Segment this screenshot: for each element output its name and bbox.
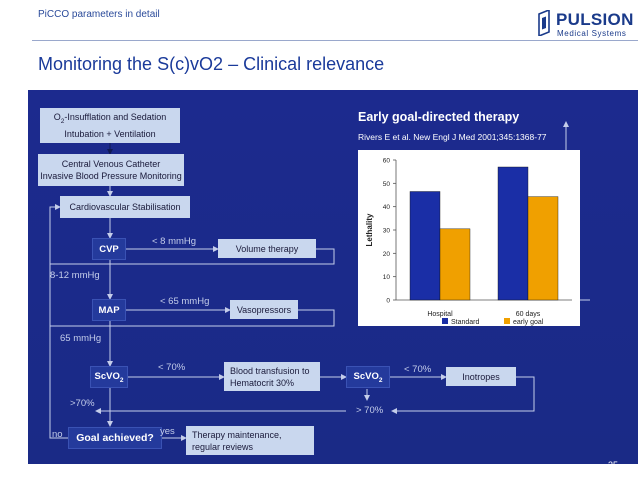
map-condition-label: < 65 mmHg	[160, 296, 210, 307]
legend-swatch	[504, 318, 510, 324]
goal-achieved-decision: Goal achieved?	[68, 427, 162, 449]
legend-swatch	[442, 318, 448, 324]
vasopressors-box: Vasopressors	[230, 300, 298, 319]
step-cardiovascular-stabilisation: Cardiovascular Stabilisation	[60, 196, 190, 218]
step-central-venous-catheter: Central Venous Catheter Invasive Blood P…	[38, 154, 184, 186]
x-tick-label: Hospital	[427, 311, 453, 318]
header-divider	[32, 40, 638, 41]
yes-label: yes	[160, 426, 175, 437]
scvo2-recheck: ScVO2	[346, 366, 390, 388]
y-tick-label: 60	[383, 158, 391, 165]
legend-entry: early goal	[513, 319, 544, 326]
logo-subtitle: Medical Systems	[557, 29, 627, 38]
bar-standard-0	[409, 191, 441, 301]
blood-transfusion-box: Blood transfusion to Hematocrit 30%	[224, 362, 320, 391]
x-tick-label: 60 days	[516, 311, 541, 318]
chart-title: Early goal-directed therapy	[358, 110, 520, 124]
section-label: PiCCO parameters in detail	[38, 9, 160, 20]
scvo2-recheck-condition-label: < 70%	[404, 364, 432, 375]
scvo2-condition-label: < 70%	[158, 362, 186, 373]
inotropes-box: Inotropes	[446, 367, 516, 386]
bar-standard-1	[497, 166, 529, 301]
pulsion-logo-mark-icon	[538, 10, 550, 36]
page-number: 35	[608, 460, 619, 470]
volume-therapy-box: Volume therapy	[218, 239, 316, 258]
y-tick-label: 20	[383, 251, 391, 258]
chart-reference: Rivers E et al. New Engl J Med 2001;345:…	[358, 132, 547, 142]
step-insufflation-sedation: O2-Insufflation and Sedation Intubation …	[40, 108, 180, 143]
y-tick-label: 40	[383, 204, 391, 211]
y-tick-label: 50	[383, 181, 391, 188]
scvo2-target-label: >70%	[70, 398, 95, 409]
map-check: MAP	[92, 299, 126, 321]
y-tick-label: 30	[383, 228, 391, 235]
legend-entry: Standard	[451, 319, 480, 326]
bar-early-goal-1	[527, 196, 559, 301]
cvp-target-label: 8-12 mmHg	[50, 270, 100, 281]
bar-early-goal-0	[439, 228, 471, 301]
scvo2-recheck-target-label: > 70%	[356, 405, 384, 416]
y-axis-label: Lethality	[365, 213, 374, 246]
map-target-label: 65 mmHg	[60, 333, 102, 344]
y-tick-label: 0	[386, 298, 390, 305]
cvp-check: CVP	[92, 238, 126, 260]
scvo2-check: ScVO2	[90, 366, 128, 388]
cvp-condition-label: < 8 mmHg	[152, 236, 197, 247]
logo-name: PULSION	[556, 10, 634, 29]
therapy-maintenance-box: Therapy maintenance, regular reviews	[186, 426, 314, 455]
y-tick-label: 10	[383, 274, 391, 281]
no-label: no	[52, 429, 63, 440]
page-title: Monitoring the S(c)vO2 – Clinical releva…	[38, 54, 385, 74]
pulsion-logo: PULSION Medical Systems	[536, 10, 634, 40]
